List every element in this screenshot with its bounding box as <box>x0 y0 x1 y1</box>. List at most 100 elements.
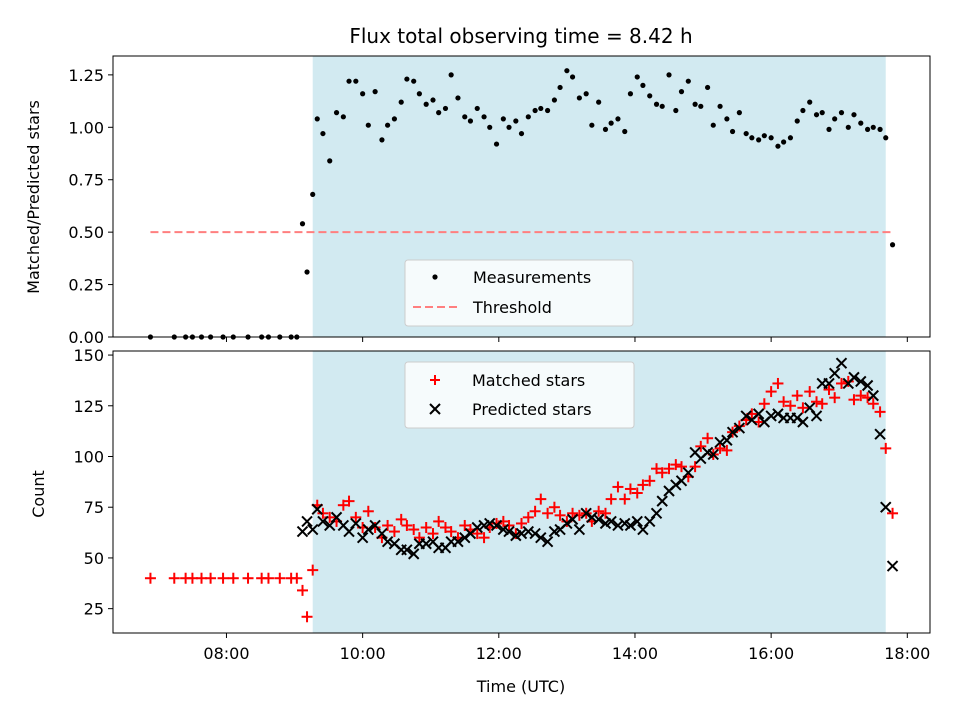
predicted-star-point <box>490 519 503 532</box>
matched-star-point <box>695 440 707 452</box>
measurement-point <box>704 84 711 91</box>
measurement-point <box>379 137 385 143</box>
predicted-star-point <box>471 521 483 534</box>
predicted-star-point <box>452 535 464 548</box>
measurement-point <box>538 105 544 112</box>
matched-star-point <box>242 572 254 584</box>
matched-star-point <box>823 384 835 396</box>
count-xtick-label: 08:00 <box>203 644 249 663</box>
measurement-point <box>807 99 813 105</box>
measurement-point <box>761 133 767 139</box>
matched-star-point <box>721 444 733 456</box>
measurement-point <box>622 128 628 135</box>
ratio-legend: Measurements Threshold <box>404 259 634 327</box>
predicted-star-point <box>566 513 579 526</box>
matched-star-point <box>296 584 308 596</box>
matched-star-point <box>433 515 445 527</box>
measurement-point <box>858 120 864 126</box>
predicted-star-point <box>791 412 803 424</box>
count-legend: Matched stars Predicted stars <box>404 361 635 429</box>
matched-star-point <box>388 526 400 538</box>
matched-star-point <box>301 611 313 623</box>
predicted-star-point <box>515 527 528 540</box>
predicted-star-point <box>592 513 605 526</box>
predicted-star-point <box>721 434 733 446</box>
matched-star-point <box>413 532 425 544</box>
predicted-star-point <box>823 377 835 390</box>
measurement-point <box>710 122 716 128</box>
measurement-point <box>564 68 570 74</box>
predicted-star-point <box>296 525 309 538</box>
predicted-star-point <box>707 448 719 461</box>
count-ytick-label: 50 <box>84 549 104 568</box>
measurement-point <box>717 103 723 109</box>
measurement-point <box>500 116 506 122</box>
measurement-point <box>327 158 333 164</box>
measurement-point <box>518 130 525 137</box>
predicted-star-point <box>362 523 375 536</box>
matched-star-point <box>427 528 439 540</box>
measurement-point <box>724 116 730 122</box>
measurement-point <box>493 141 500 147</box>
measurement-point <box>787 135 794 141</box>
matched-star-point <box>554 509 566 521</box>
measurement-point <box>640 82 646 88</box>
matched-star-point <box>337 499 349 511</box>
matched-star-point <box>784 400 796 412</box>
matched-star-point <box>644 475 656 487</box>
predicted-star-point <box>740 410 752 422</box>
matched-star-point <box>811 396 823 408</box>
predicted-star-point <box>605 515 617 528</box>
matched-star-point <box>656 467 668 479</box>
measurement-point <box>678 89 685 95</box>
predicted-star-point <box>561 517 573 530</box>
measurement-point <box>692 101 698 107</box>
matched-star-point <box>689 461 701 473</box>
measurement-point <box>365 122 371 128</box>
measurement-point <box>299 221 306 227</box>
predicted-star-point <box>307 523 319 536</box>
measurement-point <box>870 124 876 130</box>
matched-star-point <box>408 524 420 536</box>
measurement-point <box>576 95 582 101</box>
predicted-star-point <box>541 535 554 548</box>
measurement-point <box>889 242 896 248</box>
measurement-point <box>474 105 480 112</box>
predicted-star-point <box>350 517 362 530</box>
predicted-star-point <box>867 389 879 402</box>
measurement-point <box>551 97 558 103</box>
measurement-point <box>436 110 442 116</box>
ratio-ytick-label: 0.00 <box>68 328 104 347</box>
matched-star-point <box>887 507 899 519</box>
matched-star-point <box>624 483 636 495</box>
measurement-point <box>813 112 820 118</box>
matched-star-point <box>548 501 560 513</box>
matched-star-point <box>829 392 841 404</box>
count-ytick-label: 25 <box>84 600 104 619</box>
measurement-point <box>627 91 634 97</box>
measurement-point <box>756 137 762 143</box>
measurement-point <box>608 120 614 126</box>
matched-star-point <box>797 402 809 414</box>
matched-star-point <box>516 517 527 529</box>
measurement-point <box>304 269 310 275</box>
predicted-star-point <box>765 410 777 422</box>
ratio-ytick-label: 1.25 <box>68 66 104 85</box>
predicted-star-point <box>522 525 535 538</box>
ratio-y-axis-label: Matched/Predicted stars <box>24 100 43 294</box>
predicted-star-point <box>317 515 329 528</box>
matched-star-point <box>612 481 624 493</box>
matched-star-point <box>772 377 784 389</box>
measurement-point <box>729 128 736 135</box>
measurement-point <box>462 114 468 120</box>
measurement-point <box>826 126 832 132</box>
matched-star-point <box>835 377 847 389</box>
predicted-star-point <box>772 408 784 420</box>
predicted-star-point <box>631 515 643 528</box>
legend-measurements-marker <box>432 274 438 280</box>
matched-star-point <box>217 572 229 584</box>
measurement-point <box>851 112 857 118</box>
count-ytick-label: 75 <box>84 498 104 517</box>
ratio-legend-box <box>404 259 634 327</box>
